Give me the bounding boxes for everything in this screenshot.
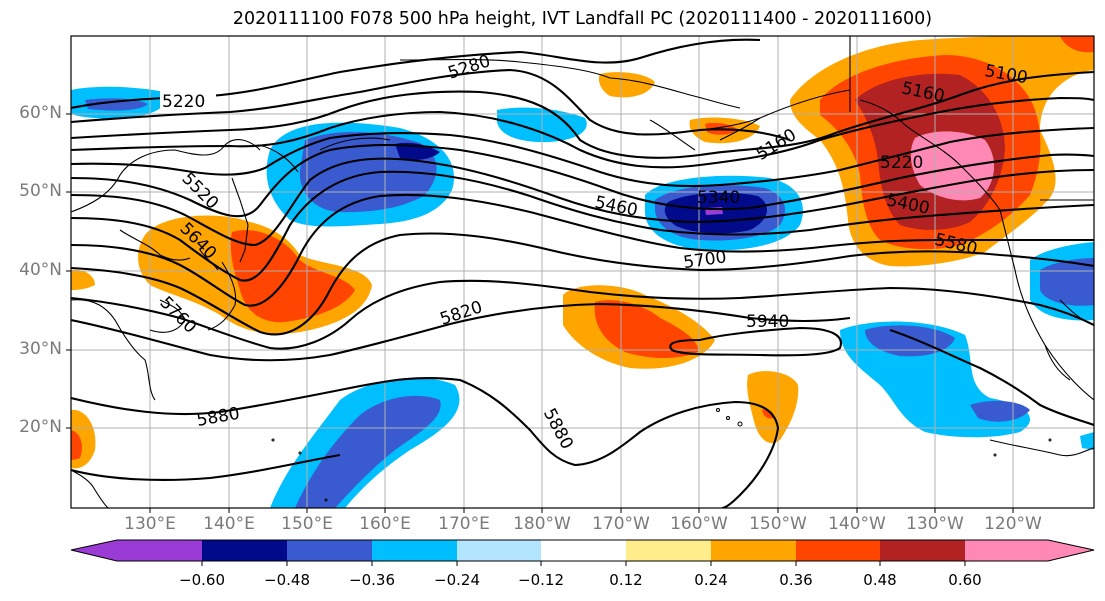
contour-label: 5340: [697, 188, 740, 208]
lon-label: 150°W: [749, 514, 807, 534]
colorbar-tick-label: −0.36: [349, 571, 395, 589]
lat-label: 30°N: [19, 339, 62, 359]
map-title: 2020111100 F078 500 hPa height, IVT Land…: [232, 9, 933, 29]
map-frame: [70, 35, 1095, 509]
colorbar-extend-high: [1048, 540, 1094, 561]
height-contours: [71, 38, 1094, 508]
islands: [271, 408, 1052, 502]
lon-label: 170°E: [438, 514, 490, 534]
ivt-positive-region: [1060, 36, 1094, 53]
contour-label: 5820: [438, 297, 485, 329]
colorbar-tick-label: 0.36: [779, 571, 813, 589]
lon-label: 140°E: [203, 514, 255, 534]
ivt-positive-region: [910, 131, 995, 201]
ivt-negative-region: [1080, 432, 1094, 450]
map-gridlines: [71, 36, 1094, 508]
ivt-positive-region: [71, 430, 82, 460]
ivt-negative-region: [295, 395, 441, 508]
colorbar: [70, 539, 1095, 566]
axis-ticks: [66, 113, 1014, 513]
ivt-positive-region: [598, 72, 655, 98]
colorbar-tick-label: 0.12: [609, 571, 643, 589]
contour-label: 5220: [162, 92, 205, 112]
contour-label: 5940: [746, 312, 789, 332]
lon-label: 140°W: [828, 514, 886, 534]
ivt-positive-region: [71, 269, 95, 290]
colorbar-tick-label: 0.24: [694, 571, 728, 589]
ivt-negative-region: [970, 400, 1030, 422]
ivt-positive-region: [747, 371, 799, 444]
ivt-negative-region: [865, 325, 955, 357]
ivt-negative-region: [85, 98, 148, 111]
colorbar-tick-label: −0.24: [434, 571, 480, 589]
ivt-positive-region: [762, 409, 775, 419]
ivt-negative-region: [1040, 258, 1094, 306]
colorbar-tick-label: 0.48: [863, 571, 897, 589]
colorbar-outline: [70, 539, 1095, 562]
lon-label: 150°E: [281, 514, 333, 534]
contour-label: 5880: [195, 404, 241, 431]
lat-label: 20°N: [19, 417, 62, 437]
colorbar-tick-label: 0.60: [948, 571, 982, 589]
colorbar-extend-low: [71, 540, 117, 561]
lon-label: 130°W: [906, 514, 964, 534]
lon-label: 160°E: [359, 514, 411, 534]
contour-label: 5220: [880, 153, 923, 173]
lat-label: 40°N: [19, 260, 62, 280]
lon-label: 180°W: [513, 514, 571, 534]
lat-label: 50°N: [19, 181, 62, 201]
lon-label: 120°W: [984, 514, 1042, 534]
colorbar-tick-label: −0.12: [518, 571, 564, 589]
contour-label: 5520: [178, 169, 223, 214]
lon-label: 130°E: [124, 514, 176, 534]
lon-label: 160°W: [670, 514, 728, 534]
colorbar-tick-label: −0.48: [264, 571, 310, 589]
contour-label: 5160: [753, 125, 800, 165]
colorbar-tick-label: −0.60: [179, 571, 225, 589]
lon-label: 170°W: [592, 514, 650, 534]
lat-label: 60°N: [19, 103, 62, 123]
